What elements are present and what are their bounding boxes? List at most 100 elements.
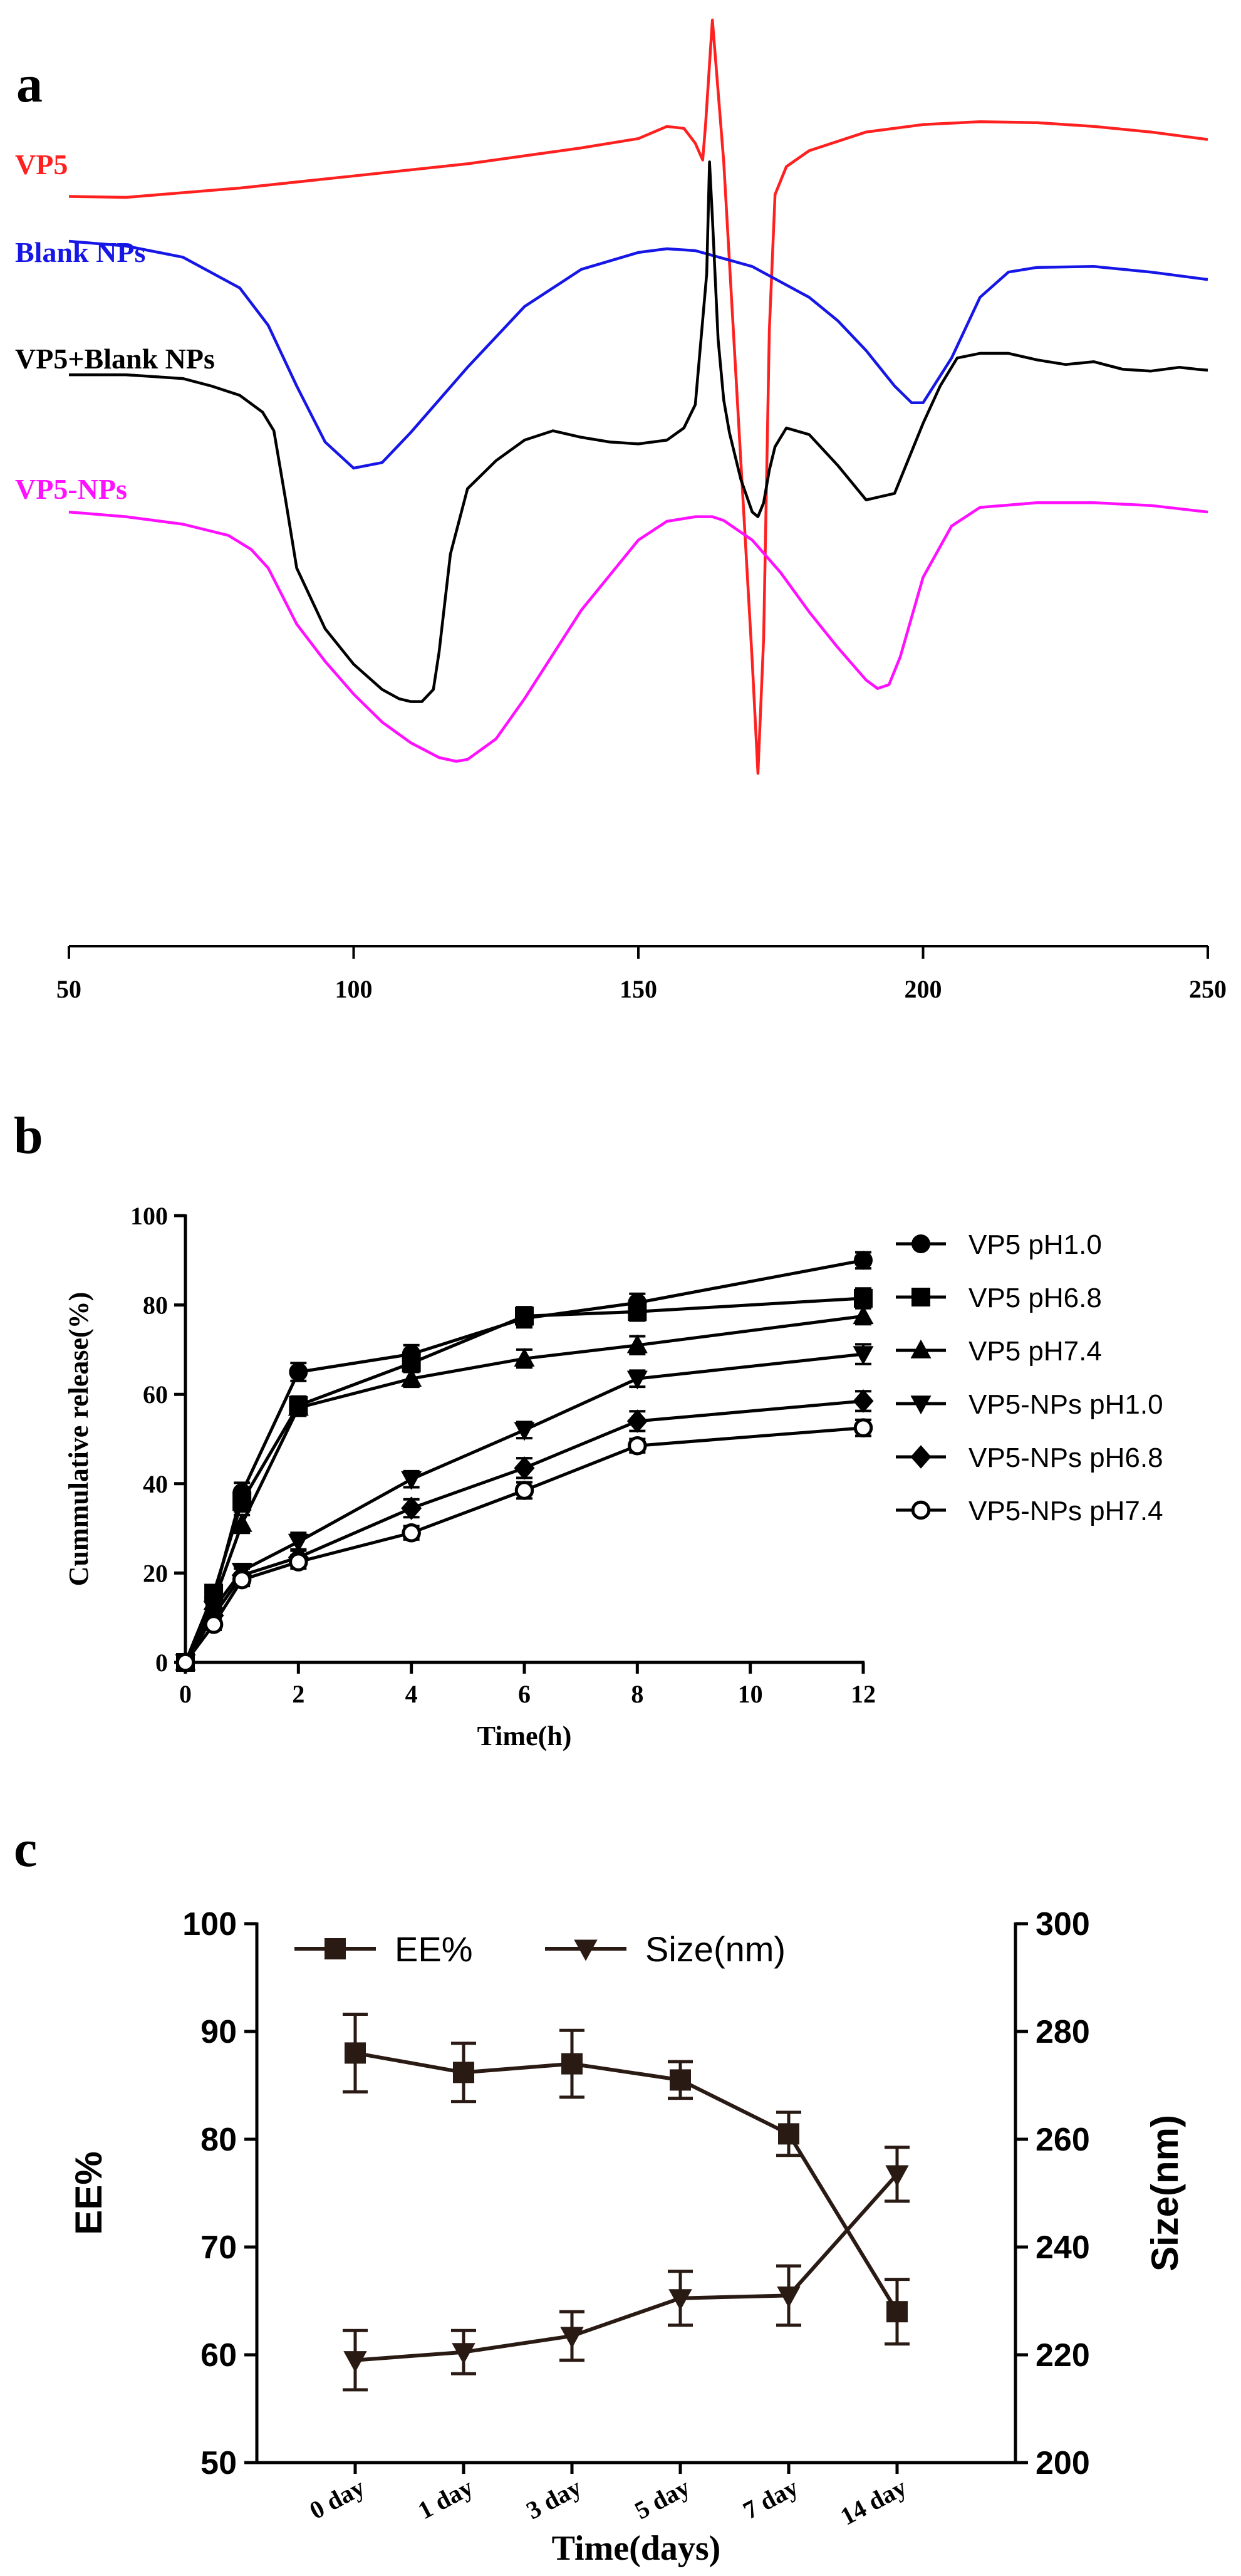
chart-c-y-axis-label-left: EE% <box>68 2151 110 2234</box>
chart-b-legend-marker <box>911 1288 930 1306</box>
chart-b-point <box>289 1552 308 1572</box>
chart-a-series-blank-nps <box>68 239 1208 470</box>
chart-b-x-tick-label: 0 <box>179 1680 192 1708</box>
chart-a-x-tick-label: 100 <box>335 975 373 1003</box>
chart-b-point <box>628 1302 647 1322</box>
chart-b-point <box>853 1346 874 1365</box>
chart-a-series-vp5 <box>68 18 1208 775</box>
chart-a-x-tick-label: 50 <box>56 975 81 1003</box>
chart-b-point <box>854 1288 873 1308</box>
chart-a-x-tick-label: 200 <box>905 975 942 1003</box>
chart-c-y-tick-label-right: 240 <box>1036 2229 1090 2266</box>
chart-c-series-line <box>355 2172 899 2362</box>
chart-c-point <box>668 2289 692 2311</box>
chart-b-x-axis-label: Time(h) <box>477 1721 572 1751</box>
chart-b-x-tick-label: 2 <box>292 1680 304 1708</box>
chart-b-y-tick-label: 20 <box>143 1559 168 1587</box>
panel-label-b: b <box>14 1107 43 1165</box>
chart-b-point <box>402 1523 421 1543</box>
chart-a-series-label-blank-nps: Blank NPs <box>15 236 145 268</box>
chart-c-y-tick-label-left: 60 <box>200 2337 237 2374</box>
chart-c-y-tick-label-right: 280 <box>1036 2014 1090 2050</box>
chart-c-x-tick-label: 5 day <box>630 2473 695 2525</box>
chart-b-legend-label: VP5-NPs pH7.4 <box>968 1496 1163 1526</box>
chart-c-series-ee <box>343 2012 910 2346</box>
chart-b-point <box>626 1334 648 1353</box>
chart-c-series-line <box>355 2051 899 2313</box>
chart-b-point <box>288 1397 309 1416</box>
chart-c-y-tick-label-right: 200 <box>1036 2445 1090 2481</box>
chart-c-point <box>670 2069 691 2091</box>
chart-b-y-axis-label: Cummulative release(%) <box>63 1292 94 1587</box>
chart-b-y-tick-label: 100 <box>130 1202 168 1230</box>
chart-b-series-vp5-ph7-4 <box>175 1305 874 1671</box>
chart-b-point <box>514 1456 535 1480</box>
chart-a-x-tick-label: 250 <box>1189 975 1227 1003</box>
chart-b-point <box>514 1481 534 1500</box>
chart-b-point <box>626 1409 648 1433</box>
chart-b-legend-label: VP5 pH6.8 <box>968 1283 1102 1313</box>
chart-c-x-axis-label: Time(days) <box>552 2529 721 2568</box>
chart-a-dsc: 50 100 150 200 250 VP5 Blank NPs VP5+Blank NPs V… <box>15 18 1227 1003</box>
chart-b-point <box>231 1513 252 1532</box>
panel-label-c: c <box>14 1820 37 1878</box>
chart-b-x-tick-label: 8 <box>631 1680 643 1708</box>
chart-c-x-tick-label: 1 day <box>413 2473 478 2525</box>
chart-c-y-tick-label-left: 80 <box>200 2122 237 2158</box>
chart-c-x-tick-label: 0 day <box>305 2473 370 2525</box>
chart-b-y-tick-label: 0 <box>155 1649 168 1677</box>
chart-b-point <box>514 1347 535 1367</box>
chart-c-stability: 50 60 70 80 90 100 200 220 240 260 280 300 0 day 1 da… <box>68 1906 1186 2568</box>
chart-c-y-tick-label-right: 220 <box>1036 2337 1090 2374</box>
chart-c-legend-label: Size(nm) <box>645 1929 786 1969</box>
chart-c-point <box>777 2286 801 2308</box>
chart-c-y-tick-label-right: 260 <box>1036 2122 1090 2158</box>
chart-b-y-tick-label: 80 <box>143 1291 168 1320</box>
chart-c-point <box>452 2343 475 2365</box>
chart-a-series-label-vp5: VP5 <box>15 149 68 180</box>
chart-b-legend-marker <box>911 1234 930 1253</box>
chart-b-y-tick-label: 60 <box>143 1380 168 1409</box>
chart-b-point <box>204 1615 224 1634</box>
chart-b-point <box>175 1652 195 1672</box>
chart-c-point <box>778 2123 799 2145</box>
chart-c-legend: EE% Size(nm) <box>294 1929 786 1969</box>
chart-b-release: 0 20 40 60 80 100 0 2 4 6 8 10 12 Time(h) Cummulative … <box>63 1202 1163 1751</box>
chart-c-y-tick-label-left: 90 <box>200 2014 237 2050</box>
chart-b-point <box>628 1436 647 1456</box>
chart-b-y-tick-label: 40 <box>143 1470 168 1498</box>
chart-c-legend-label: EE% <box>395 1929 473 1969</box>
chart-b-point <box>401 1471 422 1490</box>
chart-c-point <box>885 2165 909 2187</box>
chart-b-point <box>232 1570 252 1590</box>
chart-c-x-tick-label: 3 day <box>522 2473 586 2525</box>
chart-b-series-line <box>184 1314 864 1664</box>
chart-b-legend: VP5 pH1.0 VP5 pH6.8 VP5 pH7.4 VP5-NPs pH1.0… <box>896 1229 1163 1526</box>
chart-b-legend-label: VP5 pH7.4 <box>968 1336 1102 1367</box>
chart-b-point <box>289 1362 308 1382</box>
chart-c-legend-marker <box>574 1939 598 1961</box>
chart-c-y-tick-label-right: 300 <box>1036 1906 1090 1942</box>
chart-b-x-tick-label: 6 <box>518 1680 531 1708</box>
chart-b-legend-marker <box>910 1395 932 1415</box>
chart-c-x-tick-label: 7 day <box>739 2473 803 2525</box>
chart-b-legend-label: VP5 pH1.0 <box>968 1229 1102 1260</box>
chart-b-point <box>626 1370 648 1390</box>
chart-c-point <box>560 2327 584 2349</box>
chart-b-series-line <box>184 1296 864 1663</box>
chart-b-point <box>853 1418 873 1437</box>
chart-a-x-tick-label: 150 <box>620 975 657 1003</box>
chart-b-point <box>853 1305 874 1325</box>
chart-b-legend-marker <box>910 1339 932 1358</box>
chart-b-x-tick-label: 4 <box>405 1680 418 1708</box>
chart-c-point <box>561 2053 583 2075</box>
chart-b-series-vp5-nps-ph1-0 <box>175 1343 874 1674</box>
chart-a-series-vp5-nps <box>68 501 1208 763</box>
chart-c-point <box>345 2042 366 2064</box>
chart-b-point <box>515 1306 534 1326</box>
chart-a-series-label-vp5-nps: VP5-NPs <box>15 473 127 505</box>
chart-c-legend-marker <box>325 1938 346 1959</box>
chart-a-series-vp5-blank-nps <box>69 160 1208 703</box>
chart-c-point <box>343 2351 367 2373</box>
